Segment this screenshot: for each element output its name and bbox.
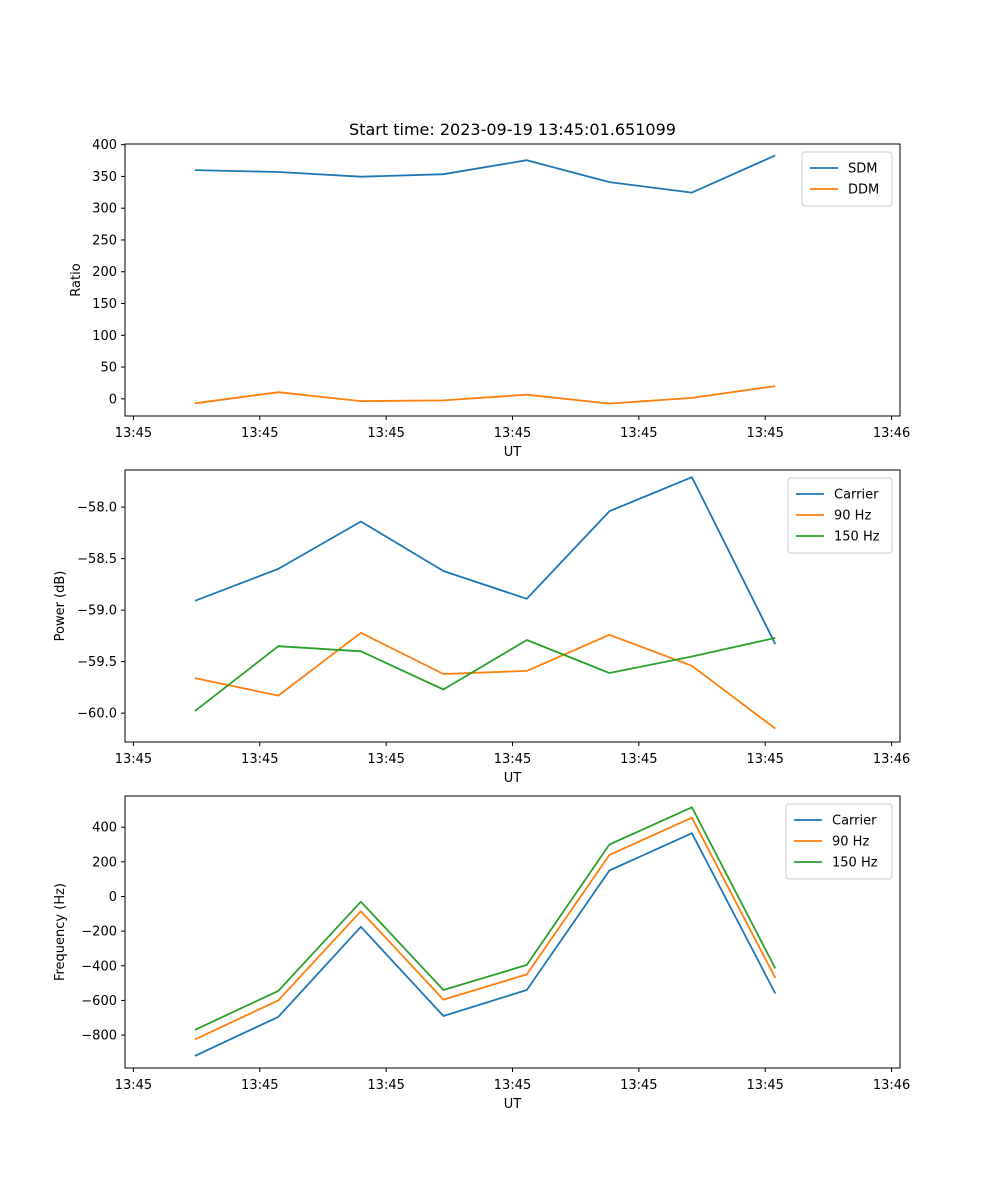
- series-line-150-hz: [194, 637, 776, 712]
- y-tick-label: −60.0: [77, 707, 117, 722]
- legend-label: Carrier: [834, 488, 879, 503]
- series-line-ddm: [194, 385, 776, 405]
- legend-label: 90 Hz: [834, 509, 871, 524]
- series-line-carrier: [194, 832, 777, 1057]
- x-tick-label: 13:45: [367, 426, 404, 441]
- y-tick-label: −59.0: [77, 604, 117, 619]
- x-tick-label: 13:45: [115, 426, 152, 441]
- x-tick-label: 13:45: [494, 1078, 531, 1093]
- x-tick-label: 13:45: [620, 1078, 657, 1093]
- series-line-sdm: [194, 154, 776, 194]
- y-axis-label: Ratio: [69, 263, 84, 296]
- y-tick-label: −58.5: [77, 552, 117, 567]
- x-tick-label: 13:45: [367, 752, 404, 767]
- legend-label: SDM: [848, 162, 877, 177]
- x-tick-label: 13:45: [367, 1078, 404, 1093]
- y-axis-label: Power (dB): [53, 571, 68, 642]
- y-tick-label: −58.0: [77, 501, 117, 516]
- legend-label: Carrier: [832, 814, 877, 829]
- x-tick-label: 13:45: [746, 426, 783, 441]
- y-tick-label: 0: [109, 392, 117, 407]
- x-tick-label: 13:45: [115, 752, 152, 767]
- legend-box: [785, 803, 893, 880]
- y-tick-label: −200: [81, 925, 117, 940]
- x-tick-label: 13:45: [620, 426, 657, 441]
- power-subplot: 13:45 13:45 13:45 13:45 13:45 13:45 13:46 −60.0…: [53, 469, 910, 786]
- x-tick-label: 13:45: [620, 752, 657, 767]
- y-tick-label: 200: [92, 855, 117, 870]
- legend-label: DDM: [848, 183, 879, 198]
- x-tick-label: 13:45: [494, 426, 531, 441]
- x-tick-label: 13:45: [746, 752, 783, 767]
- y-tick-label: −59.5: [77, 655, 117, 670]
- x-tick-label: 13:45: [241, 1078, 278, 1093]
- y-tick-label: 250: [92, 233, 117, 248]
- legend-label: 150 Hz: [832, 856, 878, 871]
- y-axis-label: Frequency (Hz): [53, 883, 68, 981]
- x-tick-label: 13:46: [873, 1078, 910, 1093]
- y-tick-label: 100: [92, 329, 117, 344]
- series-line-150-hz: [194, 806, 777, 1031]
- x-tick-label: 13:45: [241, 426, 278, 441]
- y-tick-label: −600: [81, 994, 117, 1009]
- y-tick-label: 300: [92, 202, 117, 217]
- y-tick-label: −400: [81, 959, 117, 974]
- x-tick-label: 13:46: [873, 752, 910, 767]
- x-tick-label: 13:45: [746, 1078, 783, 1093]
- legend-box: [787, 477, 893, 554]
- frequency-subplot: 13:45 13:45 13:45 13:45 13:45 13:45 13:46 −800 −…: [53, 795, 910, 1112]
- legend-label: 150 Hz: [834, 530, 880, 545]
- y-tick-label: 400: [92, 821, 117, 836]
- x-axis-label: UT: [504, 445, 522, 460]
- chart-title: Start time: 2023-09-19 13:45:01.651099: [349, 120, 676, 139]
- y-tick-label: 400: [92, 138, 117, 153]
- x-tick-label: 13:46: [873, 426, 910, 441]
- x-axis-label: UT: [504, 1097, 522, 1112]
- series-line-90-hz: [194, 816, 777, 1041]
- y-tick-label: 150: [92, 297, 117, 312]
- series-line-carrier: [194, 476, 777, 645]
- legend-box: [801, 151, 893, 207]
- y-tick-label: 0: [109, 890, 117, 905]
- y-tick-label: 200: [92, 265, 117, 280]
- legend-label: 90 Hz: [832, 835, 869, 850]
- y-tick-label: 50: [100, 361, 117, 376]
- x-axis-label: UT: [504, 771, 522, 786]
- x-tick-label: 13:45: [241, 752, 278, 767]
- x-tick-label: 13:45: [494, 752, 531, 767]
- series-line-90-hz: [194, 631, 776, 730]
- y-tick-label: −800: [81, 1029, 117, 1044]
- x-tick-label: 13:45: [115, 1078, 152, 1093]
- ratio-subplot: Start time: 2023-09-19 13:45:01.651099 13…: [69, 120, 910, 460]
- y-tick-label: 350: [92, 170, 117, 185]
